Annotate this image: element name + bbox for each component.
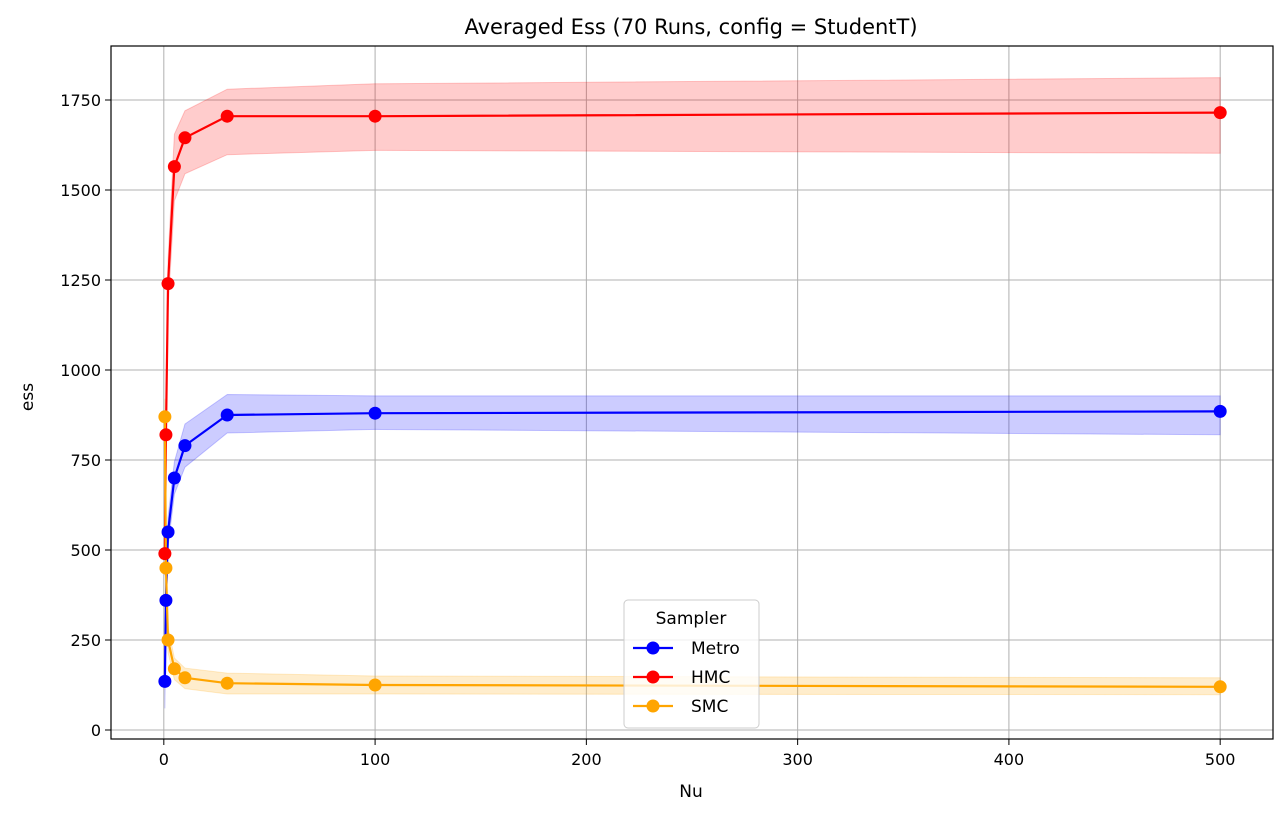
plot-area-frame xyxy=(110,45,1274,740)
y-tick-label-1: 250 xyxy=(70,631,101,650)
hmc-line xyxy=(163,111,1221,554)
x-axis-title: Nu xyxy=(679,782,703,802)
metro-point-5 xyxy=(220,408,234,422)
hmc-point-3 xyxy=(167,160,181,174)
legend-metro-label: Metro xyxy=(691,639,740,659)
chart-title: Averaged Ess (70 Runs, config = StudentT… xyxy=(464,15,917,39)
legend-hmc-label: HMC xyxy=(691,668,730,688)
legend-box xyxy=(623,599,760,729)
smc-point-1 xyxy=(159,561,173,575)
y-tick-label-6: 1500 xyxy=(60,181,101,200)
metro-point-2 xyxy=(161,525,175,539)
y-tick-label-4: 1000 xyxy=(60,361,101,380)
y-tick-label-7: 1750 xyxy=(60,91,101,110)
smc-point-2 xyxy=(161,633,175,647)
y-tick-label-3: 750 xyxy=(70,451,101,470)
metro-point-7 xyxy=(1213,404,1227,418)
legend-smc-label: SMC xyxy=(691,697,728,717)
smc-point-3 xyxy=(167,662,181,676)
metro-point-3 xyxy=(167,471,181,485)
x-tick-label-1: 100 xyxy=(360,750,391,769)
y-tick-label-0: 0 xyxy=(91,721,101,740)
hmc-point-6 xyxy=(368,109,382,123)
legend-metro-marker xyxy=(646,641,660,655)
series-lines xyxy=(163,111,1221,688)
legend-hmc-marker xyxy=(646,670,660,684)
y-tick-label-2: 500 xyxy=(70,541,101,560)
smc-line xyxy=(163,416,1221,688)
hmc-point-4 xyxy=(178,131,192,145)
hmc-point-7 xyxy=(1213,106,1227,120)
y-axis-ticks: 0 250 500 750 1000 1250 1500 1750 xyxy=(60,91,111,740)
y-tick-label-5: 1250 xyxy=(60,271,101,290)
hmc-point-2 xyxy=(161,277,175,291)
smc-point-7 xyxy=(1213,680,1227,694)
y-axis-title: ess xyxy=(18,383,38,411)
hmc-point-5 xyxy=(220,109,234,123)
metro-point-0 xyxy=(158,674,172,688)
smc-point-5 xyxy=(220,676,234,690)
x-tick-label-4: 400 xyxy=(994,750,1025,769)
legend-smc-marker xyxy=(646,699,660,713)
legend: Sampler Metro HMC SMC xyxy=(623,599,760,729)
hmc-point-1 xyxy=(159,428,173,442)
smc-point-4 xyxy=(178,671,192,685)
grid-lines xyxy=(111,46,1273,739)
metro-point-1 xyxy=(159,593,173,607)
x-tick-label-0: 0 xyxy=(159,750,169,769)
legend-title: Sampler xyxy=(656,609,727,629)
x-tick-label-3: 300 xyxy=(782,750,813,769)
x-tick-label-2: 200 xyxy=(571,750,602,769)
x-tick-label-5: 500 xyxy=(1205,750,1236,769)
smc-point-6 xyxy=(368,678,382,692)
metro-point-4 xyxy=(178,439,192,453)
x-axis-ticks: 0 100 200 300 400 500 xyxy=(159,739,1236,769)
hmc-point-0 xyxy=(158,547,172,561)
series-points xyxy=(158,106,1227,694)
smc-point-0 xyxy=(158,410,172,424)
metro-point-6 xyxy=(368,406,382,420)
